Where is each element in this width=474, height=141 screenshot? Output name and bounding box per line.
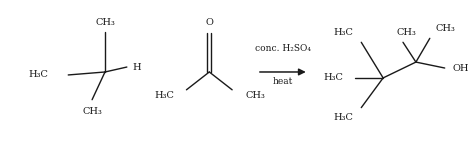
Text: conc. H₂SO₄: conc. H₂SO₄ (255, 44, 311, 53)
Text: OH: OH (453, 64, 469, 72)
Text: H₃C: H₃C (333, 28, 353, 37)
Text: CH₃: CH₃ (396, 28, 416, 37)
Text: CH₃: CH₃ (245, 91, 265, 100)
Text: CH₃: CH₃ (436, 24, 456, 33)
Text: CH₃: CH₃ (95, 18, 115, 27)
Text: H₃C: H₃C (333, 113, 353, 122)
Text: CH₃: CH₃ (82, 107, 102, 116)
Text: H₃C: H₃C (324, 73, 343, 82)
Text: H₃C: H₃C (155, 91, 174, 100)
Text: heat: heat (273, 77, 293, 86)
Text: O: O (205, 18, 213, 27)
Text: H: H (133, 63, 141, 71)
Text: H₃C: H₃C (28, 70, 48, 80)
